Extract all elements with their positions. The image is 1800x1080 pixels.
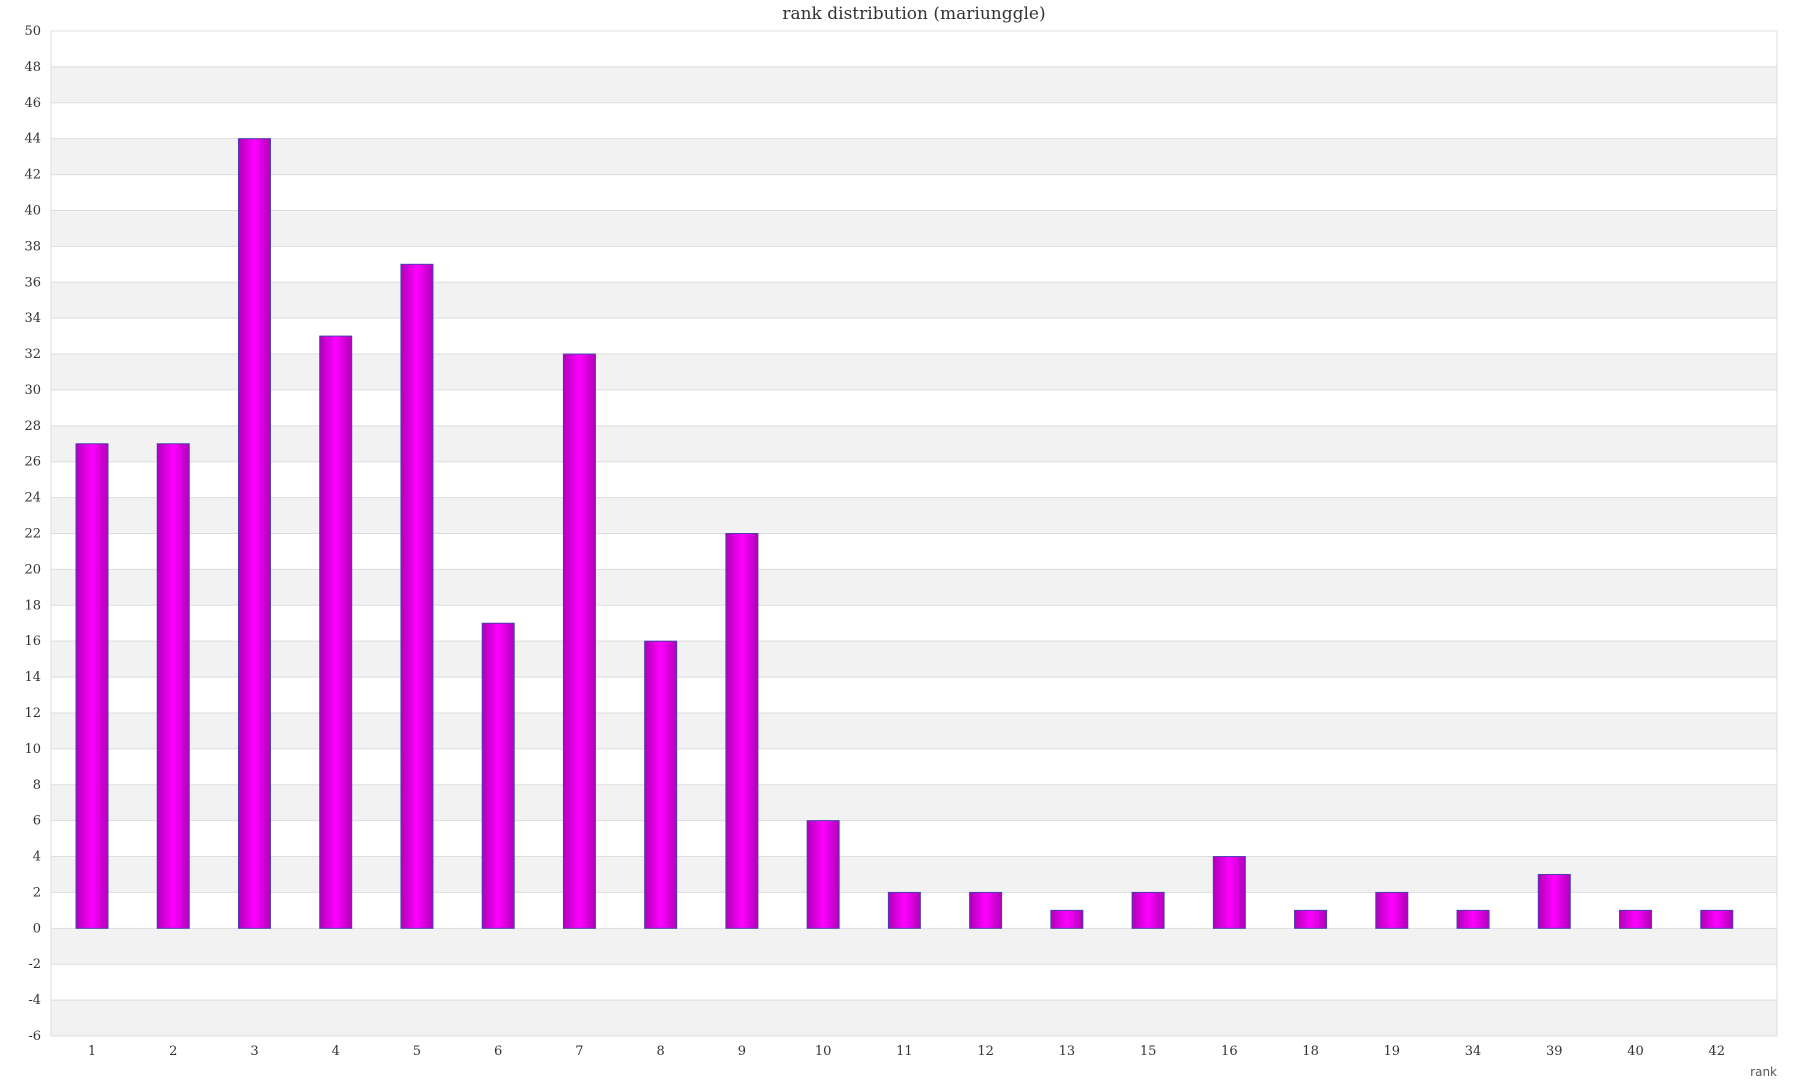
x-tick-label: 16 bbox=[1221, 1044, 1238, 1059]
bar-16 bbox=[1212, 856, 1246, 929]
bar-8 bbox=[644, 640, 678, 929]
grid-band bbox=[51, 712, 1777, 749]
y-tick-label: 18 bbox=[24, 598, 41, 613]
y-tick-label: 6 bbox=[33, 814, 41, 829]
bar-1 bbox=[75, 443, 109, 929]
x-tick-label: 18 bbox=[1302, 1044, 1319, 1059]
grid-band bbox=[51, 497, 1777, 534]
y-tick-label: 22 bbox=[24, 527, 41, 542]
x-tick-label: 40 bbox=[1627, 1044, 1644, 1059]
y-tick-label: 44 bbox=[24, 132, 41, 147]
x-tick-label: 9 bbox=[738, 1044, 746, 1059]
bar-12 bbox=[969, 891, 1003, 929]
bar-6 bbox=[481, 622, 515, 929]
x-tick-label: 13 bbox=[1059, 1044, 1076, 1059]
x-tick-label: 6 bbox=[494, 1044, 502, 1059]
x-tick-label: 19 bbox=[1384, 1044, 1401, 1059]
plot-frame bbox=[50, 30, 1778, 1037]
bar-19 bbox=[1375, 891, 1409, 929]
y-tick-label: 2 bbox=[33, 885, 41, 900]
y-tick-label: 20 bbox=[24, 562, 41, 577]
bar-18 bbox=[1294, 909, 1328, 929]
x-tick-label: 42 bbox=[1708, 1044, 1725, 1059]
bars bbox=[75, 138, 1734, 929]
grid-band bbox=[51, 425, 1777, 462]
grid-band bbox=[51, 210, 1777, 247]
x-tick-label: 12 bbox=[977, 1044, 994, 1059]
bar-4 bbox=[319, 335, 353, 929]
x-axis: 1 2 3 4 5 6 7 8 9 10 11 12 13 15 16 18 19 34 39 40 42 bbox=[88, 1044, 1725, 1059]
bar-9 bbox=[725, 533, 759, 929]
bar-13 bbox=[1050, 909, 1084, 929]
x-tick-label: 1 bbox=[88, 1044, 96, 1059]
y-tick-label: 46 bbox=[24, 96, 41, 111]
x-tick-label: 2 bbox=[169, 1044, 177, 1059]
x-tick-label: 7 bbox=[575, 1044, 583, 1059]
y-tick-label: 8 bbox=[33, 778, 41, 793]
grid-band bbox=[51, 641, 1777, 678]
x-tick-label: 5 bbox=[413, 1044, 421, 1059]
y-tick-label: 32 bbox=[24, 347, 41, 362]
y-tick-label: 28 bbox=[24, 419, 41, 434]
x-tick-label: 34 bbox=[1465, 1044, 1482, 1059]
bar-42 bbox=[1700, 909, 1734, 929]
y-tick-label: 48 bbox=[24, 60, 41, 75]
x-axis-label: rank bbox=[1750, 1065, 1777, 1079]
chart-title: rank distribution (mariunggle) bbox=[782, 4, 1045, 24]
bar-7 bbox=[562, 353, 596, 929]
y-tick-label: 50 bbox=[24, 24, 41, 39]
grid-band bbox=[51, 282, 1777, 319]
bar-3 bbox=[237, 138, 271, 929]
y-tick-label: 36 bbox=[24, 275, 41, 290]
y-tick-label: -2 bbox=[28, 957, 41, 972]
x-tick-label: 8 bbox=[657, 1044, 665, 1059]
y-tick-label: 38 bbox=[24, 239, 41, 254]
bar-39 bbox=[1537, 873, 1571, 929]
bar-40 bbox=[1619, 909, 1653, 929]
y-tick-label: 34 bbox=[24, 311, 41, 326]
x-tick-label: 3 bbox=[250, 1044, 258, 1059]
grid-band bbox=[51, 784, 1777, 821]
y-tick-label: 42 bbox=[24, 168, 41, 183]
y-tick-label: -6 bbox=[28, 1029, 41, 1044]
y-tick-label: 30 bbox=[24, 383, 41, 398]
grid-bands bbox=[51, 66, 1777, 1036]
grid-band bbox=[51, 856, 1777, 893]
y-tick-label: 14 bbox=[24, 670, 41, 685]
x-tick-label: 15 bbox=[1140, 1044, 1157, 1059]
bar-11 bbox=[887, 891, 921, 929]
bar-15 bbox=[1131, 891, 1165, 929]
y-axis: -6-4-20246810121416182022242628303234363… bbox=[24, 24, 41, 1044]
y-tick-label: 4 bbox=[33, 850, 41, 865]
y-tick-label: 24 bbox=[24, 491, 41, 506]
y-tick-label: -4 bbox=[28, 993, 41, 1008]
x-tick-label: 10 bbox=[815, 1044, 832, 1059]
grid-band bbox=[51, 354, 1777, 390]
y-tick-label: 12 bbox=[24, 706, 41, 721]
bar-2 bbox=[156, 443, 190, 929]
x-tick-label: 11 bbox=[896, 1044, 913, 1059]
grid-band bbox=[51, 928, 1777, 965]
y-tick-label: 40 bbox=[24, 203, 41, 218]
bar-5 bbox=[400, 263, 434, 929]
y-tick-label: 10 bbox=[24, 742, 41, 757]
grid-band bbox=[51, 66, 1777, 103]
y-tick-label: 0 bbox=[33, 921, 41, 936]
y-tick-label: 26 bbox=[24, 455, 41, 470]
bar-10 bbox=[806, 820, 840, 929]
grid-band bbox=[51, 1000, 1777, 1036]
y-tick-label: 16 bbox=[24, 634, 41, 649]
x-tick-label: 4 bbox=[332, 1044, 340, 1059]
grid-band bbox=[51, 569, 1777, 606]
bar-34 bbox=[1456, 909, 1490, 929]
x-tick-label: 39 bbox=[1546, 1044, 1563, 1059]
grid-band bbox=[51, 138, 1777, 175]
